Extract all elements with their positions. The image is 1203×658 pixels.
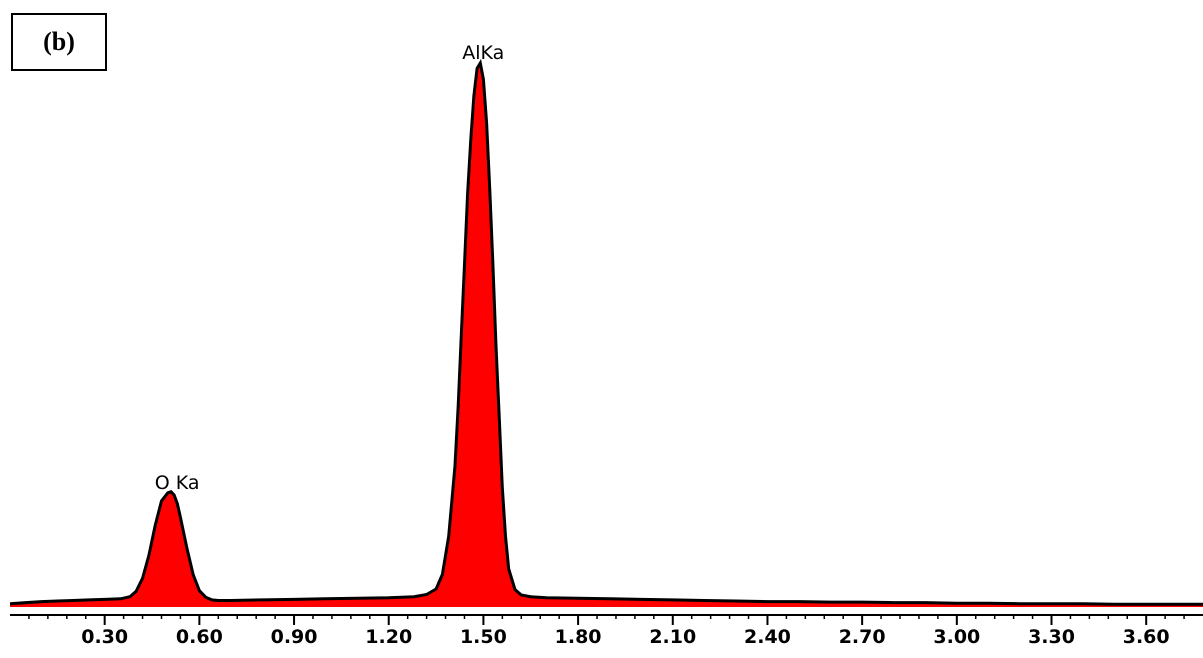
spectrum-fill-area	[10, 63, 1203, 607]
peak-labels: O Ka AlKa	[155, 42, 505, 494]
panel-label-box: (b)	[11, 13, 107, 71]
peak-label: O Ka	[155, 472, 200, 494]
x-tick-label: 2.70	[839, 626, 886, 648]
spectrum-line	[9, 58, 1203, 606]
x-tick-label: 3.30	[1028, 626, 1075, 648]
x-tick-label: 2.10	[649, 626, 696, 648]
x-tick-label: 1.50	[460, 626, 507, 648]
peak-label: AlKa	[462, 42, 504, 64]
x-tick-label: 3.00	[933, 626, 980, 648]
panel-label: (b)	[43, 27, 75, 56]
x-tick-label: 2.40	[744, 626, 791, 648]
x-tick-label: 0.90	[271, 626, 318, 648]
x-tick-label: 1.20	[365, 626, 412, 648]
x-tick-label: 1.80	[555, 626, 602, 648]
x-tick-label: 3.60	[1123, 626, 1170, 648]
x-tick-label: 0.60	[176, 626, 223, 648]
x-axis-ticks: 0.30 0.60 0.90 1.20 1.50 1.80 2.10 2.40 2.70 3.00…	[28, 615, 1185, 648]
x-tick-label: 0.30	[81, 626, 128, 648]
